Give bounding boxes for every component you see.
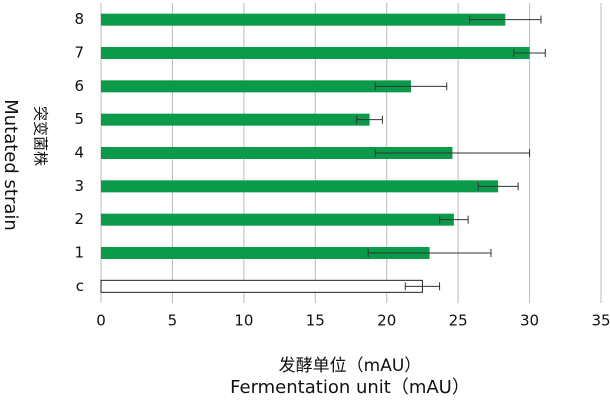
y-tick-label: 2	[74, 210, 84, 228]
error-bar	[477, 182, 519, 191]
bar	[101, 47, 530, 59]
y-tick-label: c	[76, 277, 84, 295]
error-bar	[513, 49, 546, 57]
bar	[100, 279, 423, 293]
x-tick-label: 30	[520, 312, 539, 330]
y-axis-label-cn: 突变菌株	[32, 106, 50, 166]
error-bar	[439, 215, 469, 224]
y-tick-label: 4	[74, 144, 84, 162]
y-tick-label: 3	[74, 177, 84, 195]
error-bar	[356, 115, 383, 124]
error-bar	[404, 282, 441, 291]
y-tick-label: 1	[74, 244, 84, 262]
bar	[101, 113, 370, 126]
bar	[101, 180, 499, 193]
x-tick-label: 15	[306, 312, 325, 330]
error-bar	[469, 15, 542, 24]
bar	[101, 213, 454, 226]
x-tick-label: 0	[96, 312, 106, 330]
bar	[101, 247, 430, 259]
x-tick-label: 5	[168, 312, 178, 330]
y-axis-label-en: Mutated strain	[0, 99, 21, 231]
y-tick-label: 7	[74, 44, 84, 62]
y-tick-label: 6	[74, 77, 84, 95]
error-bar	[374, 82, 448, 91]
x-tick-label: 35	[591, 312, 610, 330]
bar	[101, 13, 506, 26]
x-tick-label: 25	[449, 312, 468, 330]
x-tick-label: 20	[377, 312, 396, 330]
x-axis-label-en: Fermentation unit（mAU）	[230, 377, 470, 398]
error-bar	[374, 149, 531, 157]
x-axis-label-cn: 发酵单位（mAU）	[279, 356, 422, 376]
bar	[101, 147, 453, 159]
y-tick-label: 5	[74, 110, 84, 128]
x-tick-label: 10	[234, 312, 253, 330]
y-tick-label: 8	[74, 10, 84, 28]
error-bar	[367, 249, 492, 257]
bar	[101, 80, 411, 93]
